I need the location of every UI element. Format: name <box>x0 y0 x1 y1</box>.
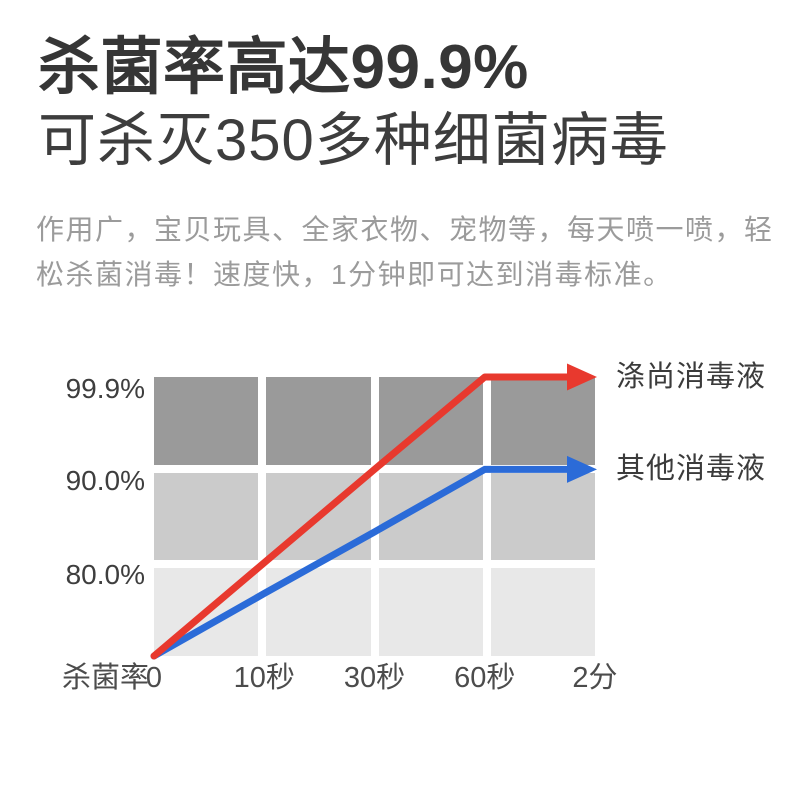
legend-series-dishang: 涤尚消毒液 <box>616 361 767 393</box>
grid-cell <box>154 472 259 561</box>
x-tick-60s: 60秒 <box>454 662 516 694</box>
x-tick-30s: 30秒 <box>343 662 406 694</box>
x-tick-0: 0 <box>145 662 163 694</box>
grid-cell <box>266 377 371 465</box>
headline: 杀菌率高达99.9% <box>38 33 529 102</box>
grid-cell <box>266 472 371 561</box>
legend-series-other: 其他消毒液 <box>616 453 767 486</box>
y-tick-99-9: 99.9% <box>65 373 145 404</box>
description: 作用广，宝贝玩具、全家衣物、宠物等，每天喷一喷，轻 松杀菌消毒！速度快，1分钟即… <box>36 207 774 297</box>
grid-cell <box>154 377 259 465</box>
chart-grid-blocks <box>154 377 595 656</box>
x-tick-2min: 2分 <box>572 662 618 694</box>
x-tick-10s: 10秒 <box>233 662 295 694</box>
subheadline: 可杀灭350多种细菌病毒 <box>38 108 669 173</box>
grid-cell <box>490 568 595 656</box>
grid-cell <box>266 568 371 656</box>
grid-cell <box>378 568 483 656</box>
grid-cell <box>490 377 595 465</box>
grid-cell <box>378 472 483 561</box>
description-line-2: 松杀菌消毒！速度快，1分钟即可达到消毒标准。 <box>36 259 673 290</box>
grid-cell <box>490 472 595 561</box>
y-tick-90-0: 90.0% <box>65 465 145 497</box>
description-line-1: 作用广，宝贝玩具、全家衣物、宠物等，每天喷一喷，轻 <box>36 214 774 245</box>
x-axis-title: 杀菌率 <box>62 662 150 694</box>
grid-cell <box>378 377 483 465</box>
y-tick-80-0: 80.0% <box>65 558 145 590</box>
grid-cell <box>154 568 259 656</box>
